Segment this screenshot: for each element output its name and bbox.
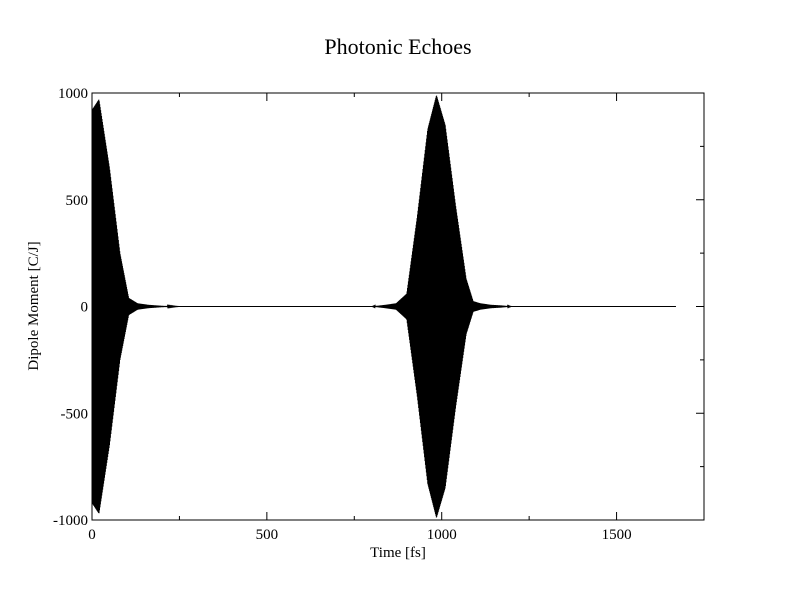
y-tick-label: 0 <box>81 300 89 316</box>
y-tick-label: -500 <box>61 406 89 422</box>
axis-ticks: 0 500 1000 1500 -1000 -500 0 500 1000 <box>53 86 705 543</box>
x-tick-label: 0 <box>88 527 96 543</box>
y-axis-title: Dipole Moment [C/J] <box>26 241 42 370</box>
x-axis-title: Time [fs] <box>370 545 426 561</box>
series-line <box>91 95 676 518</box>
y-tick-label: -1000 <box>53 513 88 529</box>
x-tick-label: 1500 <box>602 527 632 543</box>
x-tick-label: 500 <box>256 527 279 543</box>
x-tick-label: 1000 <box>427 527 457 543</box>
y-tick-label: 500 <box>66 193 89 209</box>
chart-title: Photonic Echoes <box>324 34 471 59</box>
plot-area <box>91 95 676 518</box>
y-tick-label: 1000 <box>58 86 88 102</box>
